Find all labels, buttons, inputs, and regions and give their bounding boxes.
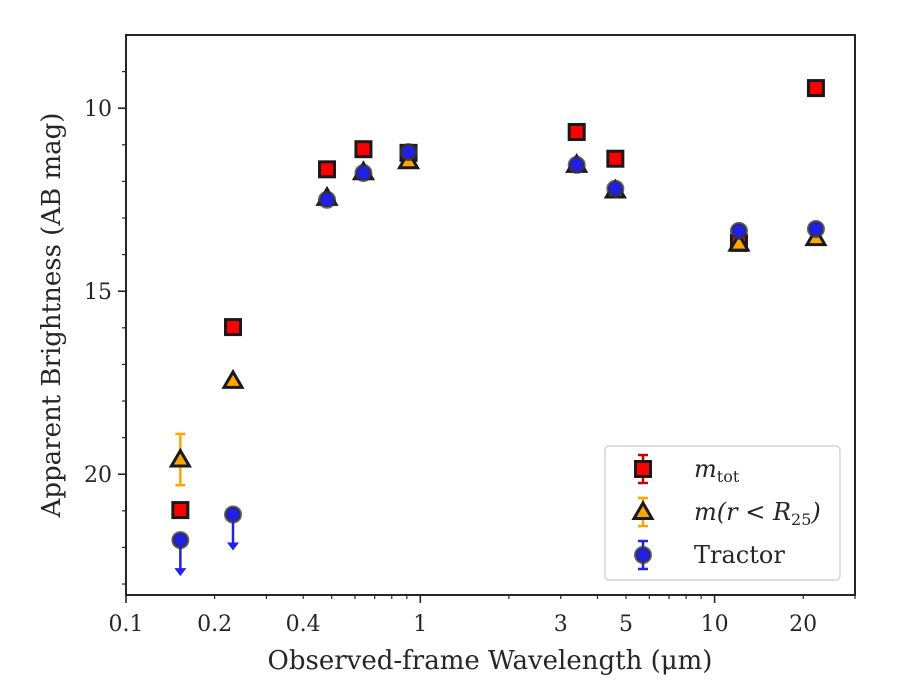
data-point-square	[224, 318, 243, 337]
data-point-square	[567, 122, 586, 141]
legend-label-circle: Tractor	[694, 541, 785, 569]
data-point-circle	[171, 531, 190, 550]
data-point-circle	[806, 219, 825, 238]
data-point-triangle	[168, 447, 192, 468]
series-triangle	[168, 149, 828, 487]
data-point-square	[606, 149, 625, 168]
x-tick-label: 20	[789, 612, 817, 637]
legend-box	[604, 445, 841, 581]
data-point-circle	[354, 163, 373, 182]
x-tick-label: 10	[701, 612, 729, 637]
data-point-triangle	[727, 231, 751, 252]
legend: mtot m(r < R25) Tractor	[604, 445, 841, 581]
x-tick-label: 0.2	[197, 612, 232, 637]
x-tick-label: 3	[554, 612, 568, 637]
legend-marker-circle	[634, 546, 652, 564]
y-tick-label: 10	[84, 97, 112, 122]
data-point-square	[806, 79, 825, 98]
series-circle	[171, 143, 825, 577]
data-point-square	[171, 501, 190, 520]
x-tick-label: 1	[413, 612, 427, 637]
data-point-square	[354, 140, 373, 159]
plot-frame	[125, 34, 856, 596]
data-marks	[168, 79, 828, 577]
y-tick-label: 15	[84, 280, 112, 305]
y-axis-label: Apparent Brightness (AB mag)	[37, 113, 67, 519]
data-point-circle	[399, 143, 418, 162]
legend-marker-triangle	[631, 500, 655, 520]
legend-label-square: mtot	[694, 455, 740, 486]
x-tick-label: 5	[619, 612, 633, 637]
data-point-circle	[318, 190, 337, 209]
data-point-triangle	[221, 368, 245, 389]
legend-label-triangle: m(r < R25)	[694, 498, 821, 529]
data-point-circle	[567, 155, 586, 174]
legend-marker-square	[634, 460, 652, 478]
x-tick-label: 0.1	[109, 612, 144, 637]
x-axis-label: Observed-frame Wavelength (μm)	[268, 646, 713, 676]
upper-limit-arrow-head	[174, 568, 187, 577]
data-point-circle	[224, 505, 243, 524]
upper-limit-arrow-head	[227, 542, 240, 551]
data-point-circle	[729, 221, 748, 240]
data-point-square	[318, 160, 337, 179]
y-tick-label: 20	[84, 463, 112, 488]
axis-ticks: 0.1 0.2 0.4 1 3 5 10 20 10 15 20	[84, 71, 856, 637]
data-point-circle	[606, 179, 625, 198]
x-tick-label: 0.4	[286, 612, 321, 637]
